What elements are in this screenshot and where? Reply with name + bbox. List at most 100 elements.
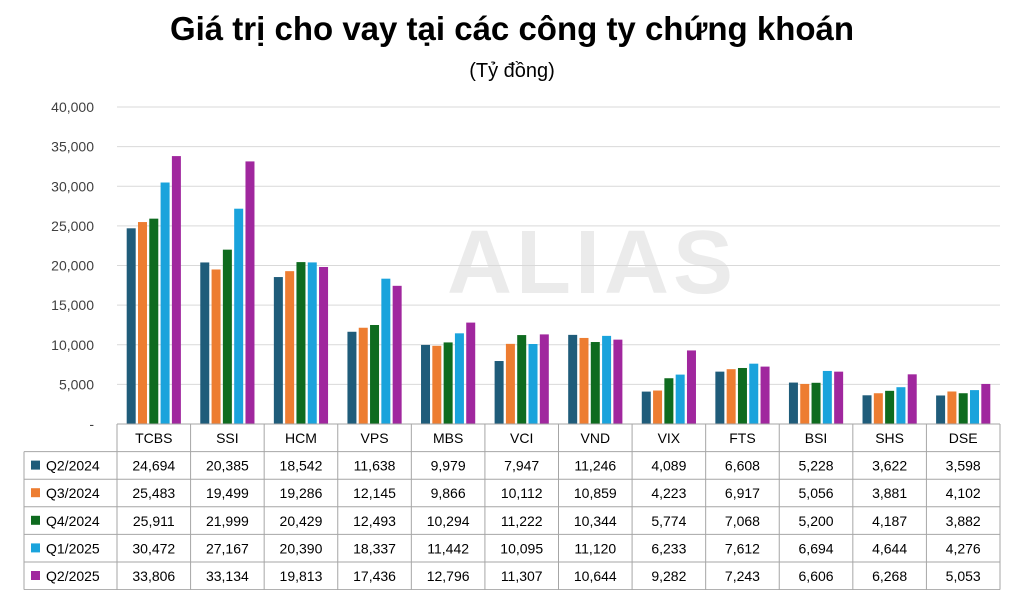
data-label: 6,233 — [651, 540, 686, 556]
bar — [896, 387, 906, 424]
bar — [200, 262, 210, 424]
y-tick-label: 30,000 — [51, 178, 94, 194]
data-label: 10,095 — [500, 540, 543, 556]
data-label: 20,390 — [280, 540, 323, 556]
data-label: 3,881 — [872, 485, 907, 501]
bar — [862, 395, 872, 424]
data-label: 12,796 — [427, 568, 470, 584]
legend-entry: Q4/2024 — [46, 513, 100, 529]
data-label: 18,542 — [280, 458, 323, 474]
data-label: 10,294 — [427, 513, 470, 529]
data-label: 20,385 — [206, 458, 249, 474]
bar — [296, 262, 306, 424]
bar — [392, 285, 402, 424]
legend-swatch — [31, 571, 40, 580]
data-label: 19,286 — [280, 485, 323, 501]
bar — [466, 322, 476, 424]
data-label: 27,167 — [206, 540, 249, 556]
data-label: 6,608 — [725, 458, 760, 474]
y-tick-label: 5,000 — [59, 376, 94, 392]
y-tick-label: 10,000 — [51, 337, 94, 353]
data-label: 4,102 — [946, 485, 981, 501]
bar — [590, 342, 600, 424]
y-tick-label: 15,000 — [51, 297, 94, 313]
data-label: 3,622 — [872, 458, 907, 474]
data-label: 7,947 — [504, 458, 539, 474]
data-label: 11,307 — [501, 568, 543, 584]
bar — [285, 271, 295, 424]
x-tick-label: DSE — [949, 430, 978, 446]
bar — [126, 228, 136, 424]
data-label: 5,200 — [799, 513, 834, 529]
bar — [788, 382, 798, 424]
bar — [675, 374, 685, 424]
bar — [737, 367, 747, 424]
bar — [760, 366, 770, 424]
data-label: 5,053 — [946, 568, 981, 584]
data-label: 12,145 — [353, 485, 396, 501]
data-label: 11,222 — [501, 513, 543, 529]
data-label: 5,774 — [651, 513, 686, 529]
data-label: 7,068 — [725, 513, 760, 529]
data-label: 12,493 — [353, 513, 396, 529]
legend-entry: Q1/2025 — [46, 540, 100, 556]
legend-swatch — [31, 460, 40, 470]
data-label: 6,606 — [799, 568, 834, 584]
x-tick-label: FTS — [729, 430, 755, 446]
bar — [981, 383, 991, 424]
x-tick-label: VPS — [361, 430, 389, 446]
x-tick-label: BSI — [805, 430, 828, 446]
data-label: 6,268 — [872, 568, 907, 584]
data-label: 20,429 — [280, 513, 323, 529]
data-label: 3,598 — [946, 458, 981, 474]
data-label: 19,499 — [206, 485, 249, 501]
data-label: 10,859 — [574, 485, 617, 501]
bar — [245, 161, 255, 424]
bar — [800, 383, 810, 424]
data-table: TCBS SSI HCM VPS MBS VCI VND VIX FTS BSI SHS DSE Q2/… — [23, 423, 1001, 590]
y-tick-label: 25,000 — [51, 218, 94, 234]
data-label: 6,917 — [725, 485, 760, 501]
bar — [494, 361, 504, 424]
legend-entry: Q3/2024 — [46, 485, 100, 501]
bar — [726, 369, 736, 424]
y-tick-label: 35,000 — [51, 139, 94, 155]
bar — [873, 393, 883, 424]
bar — [273, 277, 283, 424]
data-label: 5,228 — [799, 458, 834, 474]
bar — [211, 269, 221, 424]
legend-swatch — [31, 515, 40, 525]
bar — [970, 390, 980, 424]
x-tick-label: HCM — [285, 430, 317, 446]
data-label: 33,134 — [206, 568, 249, 584]
y-tick-label: 40,000 — [51, 99, 94, 115]
legend-entry: Q2/2024 — [46, 458, 100, 474]
data-label: 4,089 — [651, 458, 686, 474]
data-label: 9,282 — [651, 568, 686, 584]
data-label: 10,112 — [501, 485, 543, 501]
bar — [370, 324, 380, 424]
bar — [421, 344, 431, 424]
bar — [347, 331, 357, 424]
bar — [454, 333, 464, 424]
data-label: 11,442 — [427, 540, 469, 556]
data-label: 11,638 — [354, 458, 396, 474]
bar — [686, 350, 696, 424]
x-tick-label: SHS — [875, 430, 904, 446]
data-label: 21,999 — [206, 513, 249, 529]
bar — [234, 208, 244, 424]
data-label: 4,276 — [946, 540, 981, 556]
chart-subtitle: (Tỷ đồng) — [469, 60, 555, 82]
data-label: 5,056 — [799, 485, 834, 501]
data-label: 30,472 — [132, 540, 175, 556]
bar — [443, 342, 453, 424]
data-label: 10,344 — [574, 513, 617, 529]
data-label: 33,806 — [132, 568, 175, 584]
x-tick-label: VCI — [510, 430, 533, 446]
bar — [749, 363, 759, 424]
bar — [834, 371, 844, 424]
legend-swatch — [31, 543, 40, 553]
data-label: 6,694 — [799, 540, 834, 556]
bar — [936, 395, 946, 424]
x-tick-label: VND — [581, 430, 611, 446]
